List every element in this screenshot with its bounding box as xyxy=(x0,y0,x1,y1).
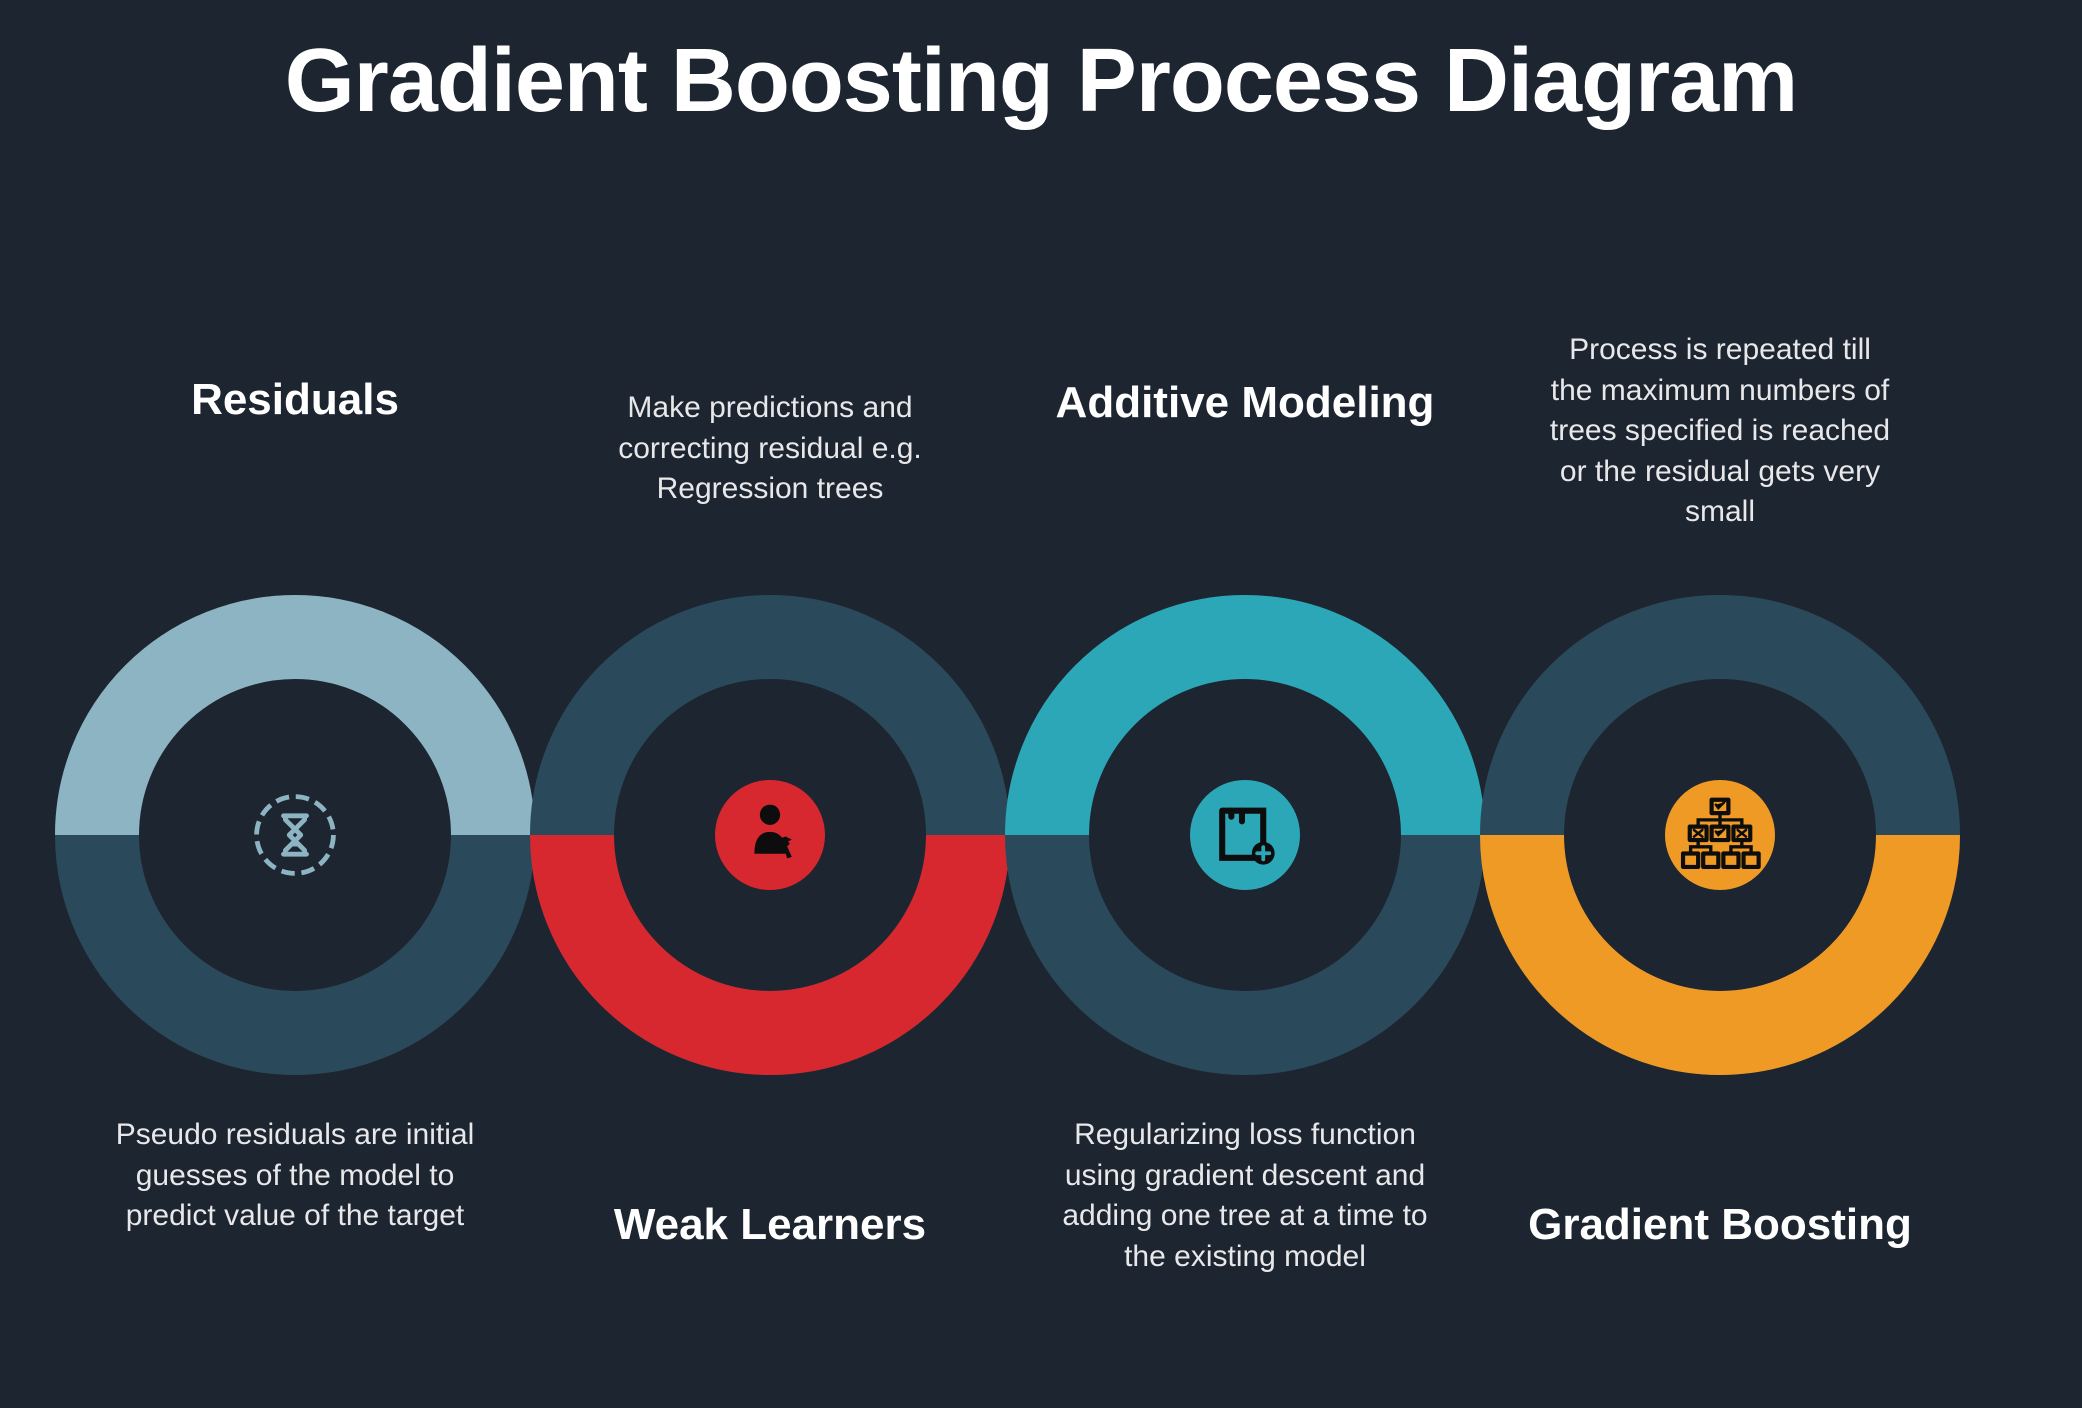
heading-weak-learners: Weak Learners xyxy=(555,1200,985,1250)
heading-additive-modeling: Additive Modeling xyxy=(1005,378,1485,428)
desc-weak-learners: Make predictions and correcting residual… xyxy=(570,388,970,510)
center-dot-weak-learners xyxy=(715,780,825,890)
center-dot-gradient-boosting xyxy=(1665,780,1775,890)
ring-additive-modeling xyxy=(1005,595,1485,1075)
page-root: Gradient Boosting Process Diagram xyxy=(0,0,2082,1408)
learner-icon xyxy=(731,796,809,874)
hourglass-icon xyxy=(247,787,343,883)
desc-gradient-boosting: Process is repeated till the maximum num… xyxy=(1545,330,1895,533)
center-dot-additive xyxy=(1190,780,1300,890)
center-dot-residuals xyxy=(240,780,350,890)
desc-additive-modeling: Regularizing loss function using gradien… xyxy=(1050,1115,1440,1277)
desc-residuals: Pseudo residuals are initial guesses of … xyxy=(100,1115,490,1237)
ring-weak-learners xyxy=(530,595,1010,1075)
heading-gradient-boosting: Gradient Boosting xyxy=(1490,1200,1950,1250)
ring-gradient-boosting xyxy=(1480,595,1960,1075)
ring-residuals xyxy=(55,595,535,1075)
page-title: Gradient Boosting Process Diagram xyxy=(0,30,2082,133)
heading-residuals: Residuals xyxy=(80,375,510,425)
flowtree-icon xyxy=(1678,793,1762,877)
rings-container xyxy=(0,595,2082,1075)
addbox-icon xyxy=(1207,797,1283,873)
